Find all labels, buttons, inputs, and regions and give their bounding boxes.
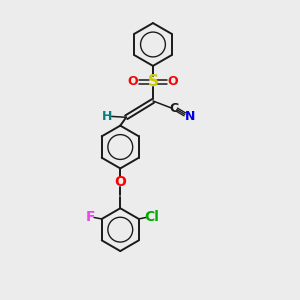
Text: C: C (169, 103, 178, 116)
Text: Cl: Cl (144, 211, 159, 224)
Text: S: S (148, 74, 158, 89)
Text: F: F (86, 211, 95, 224)
Text: O: O (168, 75, 178, 88)
Text: H: H (102, 110, 112, 123)
Text: O: O (128, 75, 138, 88)
Text: N: N (184, 110, 195, 123)
Text: O: O (114, 175, 126, 189)
